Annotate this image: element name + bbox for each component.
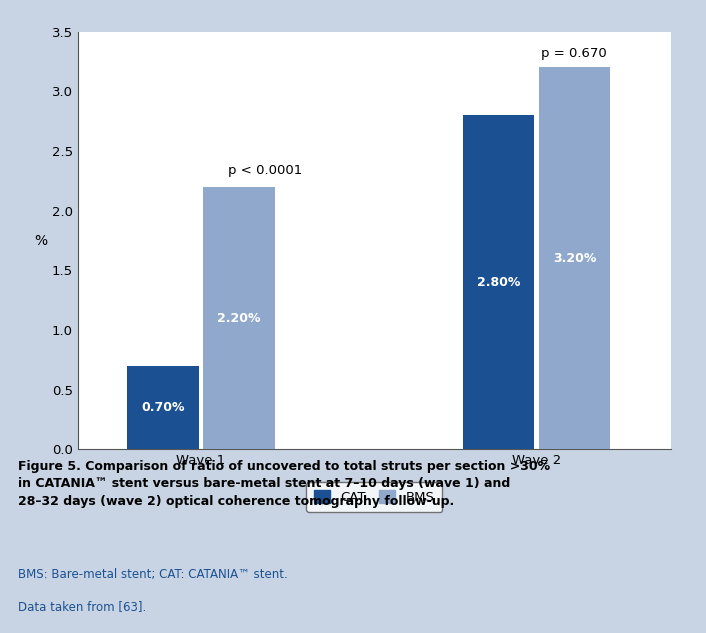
Legend: CAT, BMS: CAT, BMS [306,482,442,511]
Text: Data taken from [63].: Data taken from [63]. [18,601,146,613]
Text: 3.20%: 3.20% [553,252,596,265]
Text: BMS: Bare-metal stent; CAT: CATANIA™ stent.: BMS: Bare-metal stent; CAT: CATANIA™ ste… [18,568,287,581]
Text: 2.20%: 2.20% [217,311,261,325]
Bar [203,187,275,449]
Text: p = 0.670: p = 0.670 [541,47,606,60]
Y-axis label: %: % [34,234,47,248]
Text: p < 0.0001: p < 0.0001 [227,165,302,177]
Bar [127,366,198,449]
Text: Figure 5. Comparison of ratio of uncovered to total struts per section >30%
in C: Figure 5. Comparison of ratio of uncover… [18,460,550,508]
Text: 0.70%: 0.70% [141,401,184,414]
Bar [539,68,610,449]
Text: 2.80%: 2.80% [477,276,520,289]
Bar [462,115,534,449]
